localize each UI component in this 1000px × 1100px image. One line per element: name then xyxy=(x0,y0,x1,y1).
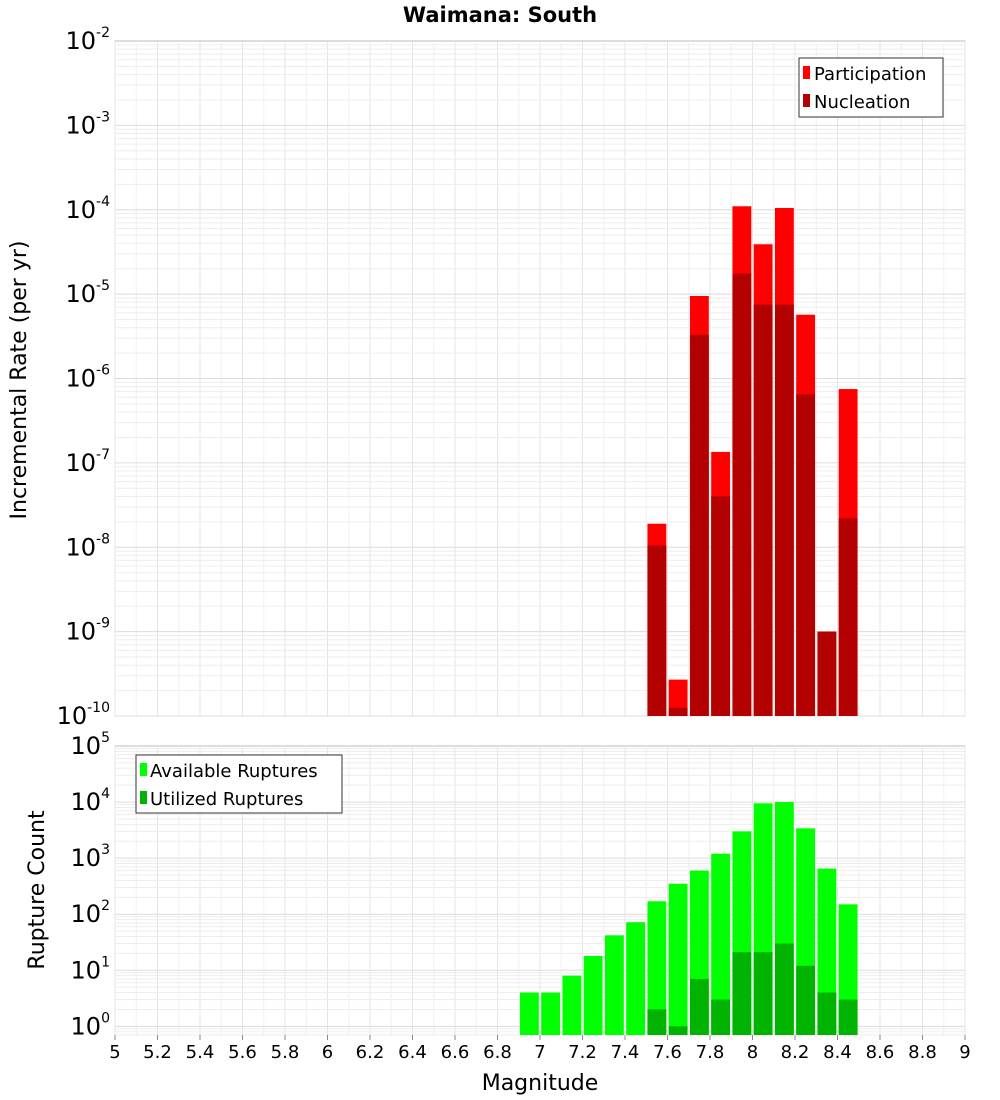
rate-y-tick-label: 10-10 xyxy=(57,700,110,730)
count-bar-utilized-ruptures xyxy=(647,1009,667,1035)
rate-bars xyxy=(647,206,858,717)
rate-bar-participation xyxy=(668,679,688,716)
count-bar-available-ruptures xyxy=(668,883,688,1035)
x-tick-label: 5.6 xyxy=(228,1042,257,1063)
rate-bar-nucleation xyxy=(647,545,667,716)
count-bar-utilized-ruptures xyxy=(753,952,773,1035)
rate-panel: 10-10 10-9 10-8 10-7 10-6 10-5 10-4 10-3 10-2 In… xyxy=(7,25,966,730)
legend-swatch-nucleation xyxy=(803,94,810,107)
x-tick-label: 8.6 xyxy=(866,1042,895,1063)
count-y-tick-label: 103 xyxy=(71,842,110,872)
count-y-tick-label: 105 xyxy=(71,730,110,760)
count-bar-available-ruptures xyxy=(711,853,731,1035)
legend-swatch-utilized xyxy=(140,791,147,804)
count-legend-box xyxy=(135,754,343,814)
rate-bar-nucleation xyxy=(796,394,816,716)
x-tick-label: 6.4 xyxy=(398,1042,427,1063)
x-tick-label: 6 xyxy=(322,1042,333,1063)
x-tick-label: 5 xyxy=(109,1042,120,1063)
legend-label-utilized: Utilized Ruptures xyxy=(150,789,303,810)
x-tick-label: 5.8 xyxy=(271,1042,300,1063)
rate-y-tick-label: 10-7 xyxy=(65,447,110,477)
x-tick-label: 6.2 xyxy=(356,1042,385,1063)
count-bar-utilized-ruptures xyxy=(838,999,858,1035)
rate-y-tick-label: 10-4 xyxy=(65,194,110,224)
count-bar-available-ruptures xyxy=(541,992,561,1035)
count-bar-available-ruptures xyxy=(626,922,646,1035)
count-panel: 100 101 102 103 104 105 Rupture Count Availab… xyxy=(25,730,966,1040)
count-bar-available-ruptures xyxy=(583,955,603,1035)
rate-y-tick-label: 10-2 xyxy=(65,25,110,55)
rate-legend: Participation Nucleation xyxy=(798,57,944,118)
count-bar-utilized-ruptures xyxy=(774,943,794,1035)
rate-bar-nucleation xyxy=(689,334,709,716)
x-tick-label: 9 xyxy=(959,1042,970,1063)
x-tick-label: 6.6 xyxy=(441,1042,470,1063)
rate-bar-nucleation xyxy=(817,631,837,716)
rate-bar-nucleation xyxy=(753,304,773,716)
count-bar-utilized-ruptures xyxy=(668,1026,688,1035)
count-bar-available-ruptures xyxy=(604,935,624,1035)
count-y-tick-label: 101 xyxy=(71,954,110,984)
rate-bar-nucleation xyxy=(732,273,752,716)
count-bars xyxy=(519,802,858,1035)
x-tick-label: 7.8 xyxy=(696,1042,725,1063)
x-tick-label: 8.4 xyxy=(823,1042,852,1063)
count-bar-utilized-ruptures xyxy=(796,965,816,1035)
rate-y-tick-label: 10-9 xyxy=(65,616,110,646)
count-legend: Available Ruptures Utilized Ruptures xyxy=(135,754,343,814)
count-bar-utilized-ruptures xyxy=(817,992,837,1035)
count-bar-available-ruptures xyxy=(519,992,539,1035)
x-tick-label: 7.6 xyxy=(653,1042,682,1063)
rate-gridlines xyxy=(114,41,966,717)
count-bar-available-ruptures xyxy=(647,901,667,1035)
x-tick-label: 6.8 xyxy=(483,1042,512,1063)
rate-bar-nucleation xyxy=(838,518,858,716)
legend-swatch-available xyxy=(140,763,147,776)
rate-y-axis-label: Incremental Rate (per yr) xyxy=(7,241,32,520)
rate-y-tick-label: 10-6 xyxy=(65,363,110,393)
legend-label-participation: Participation xyxy=(814,64,926,85)
x-axis-ticks: 5 5.2 5.4 5.6 5.8 6 6.2 6.4 6.6 6.8 7 7.2 7.4 7.6 7.8 8… xyxy=(109,1035,971,1063)
count-y-axis-label: Rupture Count xyxy=(25,810,50,970)
count-y-ticks: 100 101 102 103 104 105 xyxy=(71,730,111,1040)
legend-label-available: Available Ruptures xyxy=(150,761,318,782)
rate-y-tick-label: 10-3 xyxy=(65,109,110,139)
rate-y-tick-label: 10-5 xyxy=(65,278,110,308)
rate-bar-nucleation xyxy=(711,496,731,716)
x-tick-label: 5.2 xyxy=(143,1042,172,1063)
count-bar-utilized-ruptures xyxy=(689,978,709,1035)
count-bar-available-ruptures xyxy=(562,975,582,1035)
count-y-tick-label: 102 xyxy=(71,898,110,928)
chart-title: Waimana: South xyxy=(403,3,597,27)
rate-y-tick-label: 10-8 xyxy=(65,531,110,561)
rate-bar-nucleation xyxy=(774,304,794,716)
x-tick-label: 7 xyxy=(534,1042,545,1063)
x-axis-label: Magnitude xyxy=(482,1071,599,1096)
rate-y-ticks: 10-10 10-9 10-8 10-7 10-6 10-5 10-4 10-3 10-2 xyxy=(57,25,111,730)
x-tick-label: 5.4 xyxy=(186,1042,215,1063)
count-bar-utilized-ruptures xyxy=(711,999,731,1035)
legend-swatch-participation xyxy=(803,66,810,79)
rate-bar-nucleation xyxy=(668,707,688,716)
x-tick-label: 8.2 xyxy=(781,1042,810,1063)
count-y-tick-label: 100 xyxy=(71,1010,110,1040)
x-tick-label: 8 xyxy=(747,1042,758,1063)
x-tick-label: 7.4 xyxy=(611,1042,640,1063)
x-tick-label: 8.8 xyxy=(908,1042,937,1063)
rate-legend-box xyxy=(798,57,944,118)
count-y-tick-label: 104 xyxy=(71,786,111,816)
legend-label-nucleation: Nucleation xyxy=(814,92,910,113)
count-bar-utilized-ruptures xyxy=(732,952,752,1035)
x-tick-label: 7.2 xyxy=(568,1042,597,1063)
